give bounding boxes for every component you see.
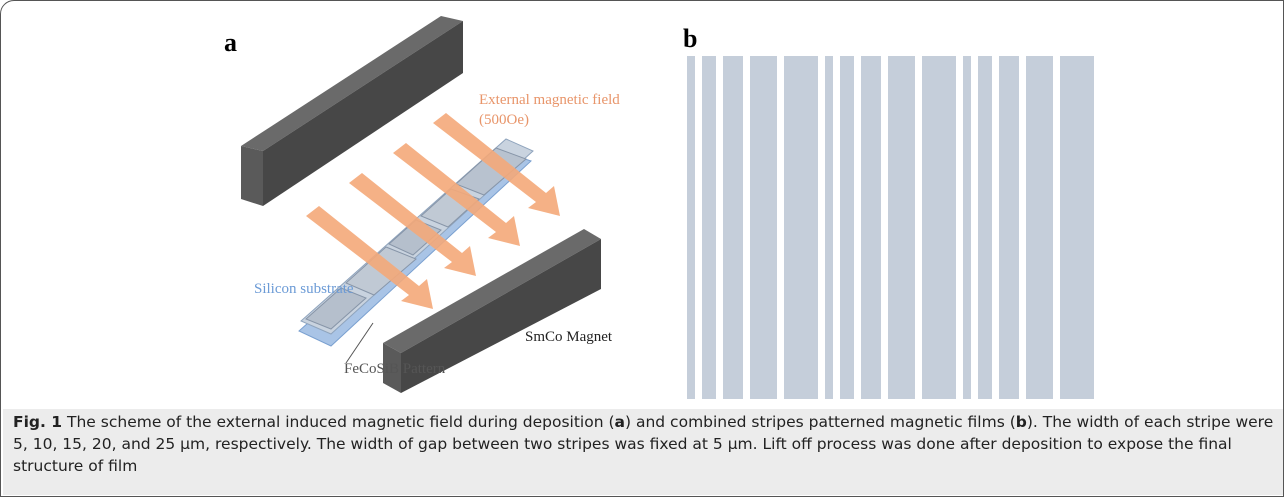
stripe xyxy=(840,56,854,399)
annotation: FeCoSiB Pattern xyxy=(344,361,446,377)
caption-label: Fig. 1 xyxy=(13,413,62,431)
caption-text: b xyxy=(1016,413,1027,431)
stripe xyxy=(861,56,881,399)
stripe xyxy=(702,56,716,399)
stripes xyxy=(687,56,1094,399)
annotation: Silicon substrate xyxy=(254,281,354,297)
figure: a External magnetic field (500Oe) Silico… xyxy=(1,1,1284,409)
panel-label: b xyxy=(683,24,697,53)
stripe xyxy=(978,56,992,399)
stripe xyxy=(687,56,695,399)
stripe xyxy=(723,56,743,399)
caption: Fig. 1 The scheme of the external induce… xyxy=(3,409,1283,495)
annotation: (500Oe) xyxy=(479,112,529,128)
stripe xyxy=(784,56,818,399)
stripe xyxy=(999,56,1019,399)
caption-text: The scheme of the external induced magne… xyxy=(67,413,615,431)
stripe xyxy=(750,56,777,399)
stripe xyxy=(1060,56,1094,399)
caption-text: ) and combined stripes patterned magneti… xyxy=(625,413,1016,431)
annotation: SmCo Magnet xyxy=(525,329,613,345)
stripe xyxy=(888,56,915,399)
caption-text: a xyxy=(615,413,625,431)
stripe xyxy=(825,56,833,399)
figure-frame: a External magnetic field (500Oe) Silico… xyxy=(0,0,1284,497)
stripe xyxy=(963,56,971,399)
annotation: External magnetic field xyxy=(479,92,620,108)
panel-label: a xyxy=(224,28,237,57)
stripe xyxy=(1026,56,1053,399)
stripe xyxy=(922,56,956,399)
